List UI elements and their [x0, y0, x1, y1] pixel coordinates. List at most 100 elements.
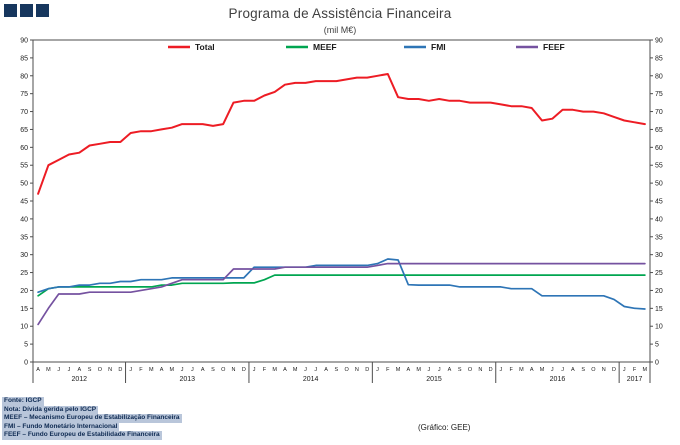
- svg-text:5: 5: [24, 342, 28, 349]
- svg-text:M: M: [170, 367, 175, 373]
- svg-text:D: D: [242, 367, 246, 373]
- svg-text:A: A: [36, 367, 40, 373]
- svg-text:J: J: [191, 367, 194, 373]
- legend-label-fmi: FMI: [431, 42, 446, 52]
- svg-text:J: J: [129, 367, 132, 373]
- footnote-source: Fonte: IGCP: [2, 397, 44, 406]
- svg-text:F: F: [386, 367, 390, 373]
- svg-text:2016: 2016: [550, 376, 566, 383]
- svg-text:45: 45: [655, 199, 663, 206]
- svg-text:F: F: [509, 367, 513, 373]
- svg-text:25: 25: [655, 270, 663, 277]
- svg-text:A: A: [283, 367, 287, 373]
- svg-text:N: N: [478, 367, 482, 373]
- svg-text:50: 50: [655, 181, 663, 188]
- svg-text:A: A: [448, 367, 452, 373]
- svg-text:M: M: [540, 367, 545, 373]
- series-line-fmi: [37, 258, 646, 310]
- svg-text:M: M: [519, 367, 524, 373]
- svg-text:40: 40: [20, 216, 28, 223]
- svg-text:N: N: [108, 367, 112, 373]
- svg-text:O: O: [468, 367, 473, 373]
- svg-text:30: 30: [655, 252, 663, 259]
- svg-text:S: S: [335, 367, 339, 373]
- logo-square: [20, 4, 33, 17]
- svg-text:75: 75: [20, 91, 28, 98]
- legend-item-meef: MEEF: [286, 42, 337, 52]
- svg-text:J: J: [68, 367, 71, 373]
- chart-subtitle: (mil M€): [323, 25, 357, 35]
- svg-text:S: S: [211, 367, 215, 373]
- series-line-total: [37, 73, 646, 195]
- footnote-feef: FEEF – Fundo Europeu de Estabilidade Fin…: [2, 431, 162, 440]
- svg-text:J: J: [428, 367, 431, 373]
- svg-text:2015: 2015: [426, 376, 442, 383]
- svg-text:D: D: [118, 367, 122, 373]
- logo-square: [36, 4, 49, 17]
- svg-text:55: 55: [655, 163, 663, 170]
- svg-text:15: 15: [20, 306, 28, 313]
- svg-text:O: O: [221, 367, 226, 373]
- svg-text:60: 60: [20, 145, 28, 152]
- chart-title: Programa de Assistência Financeira: [228, 6, 452, 21]
- svg-text:60: 60: [655, 145, 663, 152]
- svg-text:25: 25: [20, 270, 28, 277]
- svg-text:J: J: [438, 367, 441, 373]
- svg-text:M: M: [396, 367, 401, 373]
- svg-text:N: N: [232, 367, 236, 373]
- svg-text:J: J: [181, 367, 184, 373]
- svg-text:50: 50: [20, 181, 28, 188]
- svg-text:S: S: [581, 367, 585, 373]
- svg-text:D: D: [489, 367, 493, 373]
- svg-text:65: 65: [655, 127, 663, 134]
- legend-label-feef: FEEF: [543, 42, 565, 52]
- svg-text:30: 30: [20, 252, 28, 259]
- svg-text:A: A: [530, 367, 534, 373]
- footnotes: Fonte: IGCP Nota: Dívida gerida pelo IGC…: [2, 397, 182, 440]
- svg-text:D: D: [365, 367, 369, 373]
- svg-text:70: 70: [20, 109, 28, 116]
- chart-credit: (Gráfico: GEE): [418, 423, 471, 432]
- svg-text:2014: 2014: [303, 376, 319, 383]
- svg-text:O: O: [345, 367, 350, 373]
- svg-text:90: 90: [20, 38, 28, 45]
- legend-item-fmi: FMI: [404, 42, 446, 52]
- svg-text:M: M: [272, 367, 277, 373]
- plot-border: [32, 39, 651, 363]
- svg-text:2013: 2013: [179, 376, 195, 383]
- svg-text:S: S: [88, 367, 92, 373]
- svg-text:M: M: [149, 367, 154, 373]
- svg-text:85: 85: [655, 55, 663, 62]
- svg-text:35: 35: [655, 234, 663, 241]
- footnote-meef: MEEF – Mecanismo Europeu de Estabilizaçã…: [2, 414, 182, 423]
- svg-text:O: O: [591, 367, 596, 373]
- svg-text:40: 40: [655, 216, 663, 223]
- svg-text:A: A: [77, 367, 81, 373]
- svg-text:80: 80: [655, 73, 663, 80]
- svg-text:35: 35: [20, 234, 28, 241]
- svg-text:5: 5: [655, 342, 659, 349]
- svg-text:80: 80: [20, 73, 28, 80]
- svg-text:J: J: [57, 367, 60, 373]
- svg-text:S: S: [458, 367, 462, 373]
- svg-text:D: D: [612, 367, 616, 373]
- svg-text:65: 65: [20, 127, 28, 134]
- svg-text:55: 55: [20, 163, 28, 170]
- svg-text:45: 45: [20, 199, 28, 206]
- series-line-meef: [37, 274, 646, 297]
- svg-text:0: 0: [655, 360, 659, 367]
- svg-text:F: F: [263, 367, 267, 373]
- svg-text:70: 70: [655, 109, 663, 116]
- svg-text:20: 20: [655, 288, 663, 295]
- svg-text:M: M: [643, 367, 648, 373]
- logo: [4, 4, 49, 17]
- svg-text:A: A: [324, 367, 328, 373]
- svg-text:A: A: [160, 367, 164, 373]
- svg-text:J: J: [376, 367, 379, 373]
- svg-text:0: 0: [24, 360, 28, 367]
- svg-text:2017: 2017: [627, 376, 643, 383]
- logo-square: [4, 4, 17, 17]
